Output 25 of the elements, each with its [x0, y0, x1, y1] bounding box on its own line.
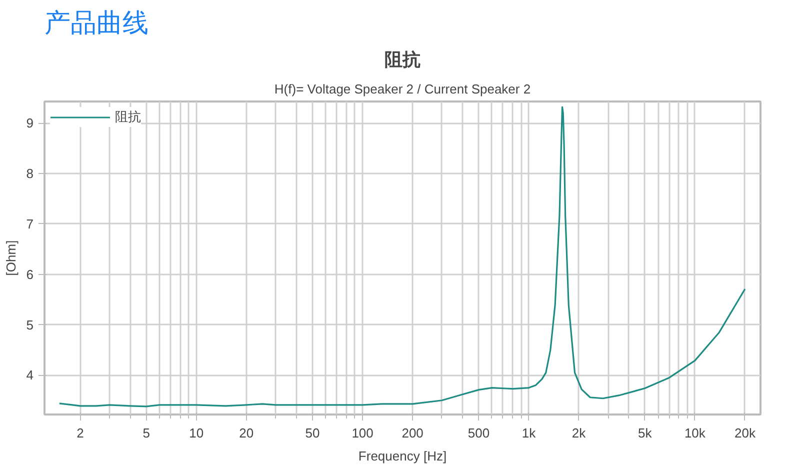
chart-subtitle: H(f)= Voltage Speaker 2 / Current Speaker 2 — [274, 82, 531, 96]
y-tick-label: 8 — [26, 166, 34, 182]
x-tick-label: 50 — [305, 426, 320, 440]
x-tick-label: 10k — [684, 426, 706, 440]
y-tick-label: 4 — [26, 368, 34, 383]
text: 产品曲线 — [44, 8, 148, 38]
x-tick-label: 2k — [572, 426, 586, 440]
y-tick-label: 9 — [26, 116, 34, 131]
x-tick-label: 2 — [76, 426, 84, 440]
x-tick-label: 20k — [734, 426, 756, 440]
x-tick-label: 5 — [142, 426, 150, 440]
x-tick-label: 100 — [352, 426, 374, 440]
x-tick-label: 5k — [638, 426, 652, 440]
x-axis-title: Frequency [Hz] — [358, 448, 447, 464]
x-tick-label: 20 — [239, 426, 254, 440]
y-tick-label: 7 — [26, 216, 34, 232]
x-tick-label: 200 — [402, 426, 424, 440]
y-tick-label: 5 — [26, 317, 34, 332]
x-tick-label: 10 — [189, 426, 204, 440]
x-tick-label: 500 — [468, 426, 490, 440]
x-tick-label: 1k — [522, 426, 536, 440]
legend-label: 阻抗 — [115, 108, 141, 126]
y-tick-label: 6 — [26, 266, 34, 282]
chart-title: 阻抗 — [384, 50, 420, 70]
y-axis-title: [Ohm] — [3, 240, 18, 276]
